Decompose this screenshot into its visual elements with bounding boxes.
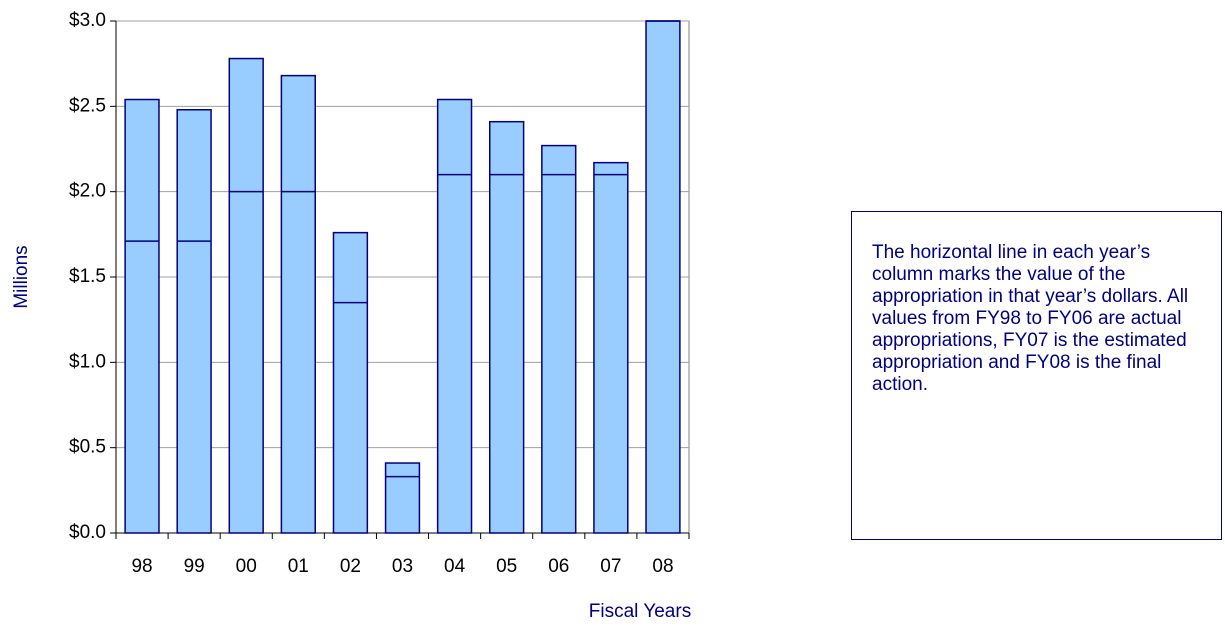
bar	[593, 161, 629, 534]
x-tick-label: 02	[340, 556, 361, 577]
x-tick-label: 03	[392, 556, 413, 577]
x-tick-label: 05	[496, 556, 517, 577]
y-tick-label: $2.0	[69, 181, 106, 202]
x-tick-label: 01	[288, 556, 309, 577]
y-axis-title: Millions	[11, 245, 32, 308]
annotation: The horizontal line in each year’s colum…	[851, 211, 1222, 540]
bar	[280, 74, 316, 534]
bar	[332, 231, 369, 534]
y-tick-label: $2.5	[69, 95, 106, 116]
bar	[541, 144, 577, 534]
x-tick-label: 04	[444, 556, 466, 577]
bar	[124, 98, 160, 534]
y-tick-label: $1.5	[69, 266, 106, 287]
x-tick-label: 99	[184, 556, 205, 577]
y-tick-label: $3.0	[69, 10, 106, 31]
y-tick-label: $0.5	[69, 437, 106, 458]
y-tick-label: $1.0	[69, 351, 106, 372]
bar	[228, 57, 264, 534]
bar	[645, 20, 681, 534]
x-tick-label: 07	[600, 556, 621, 577]
x-tick-label: 98	[131, 556, 152, 577]
x-axis-title: Fiscal Years	[589, 601, 691, 622]
bar	[489, 120, 525, 534]
x-tick-label: 06	[548, 556, 569, 577]
bar	[436, 98, 473, 534]
x-tick-label: 08	[652, 556, 673, 577]
bar	[384, 462, 421, 534]
x-tick-label: 00	[236, 556, 257, 577]
bar	[176, 108, 212, 534]
y-tick-label: $0.0	[69, 522, 106, 543]
